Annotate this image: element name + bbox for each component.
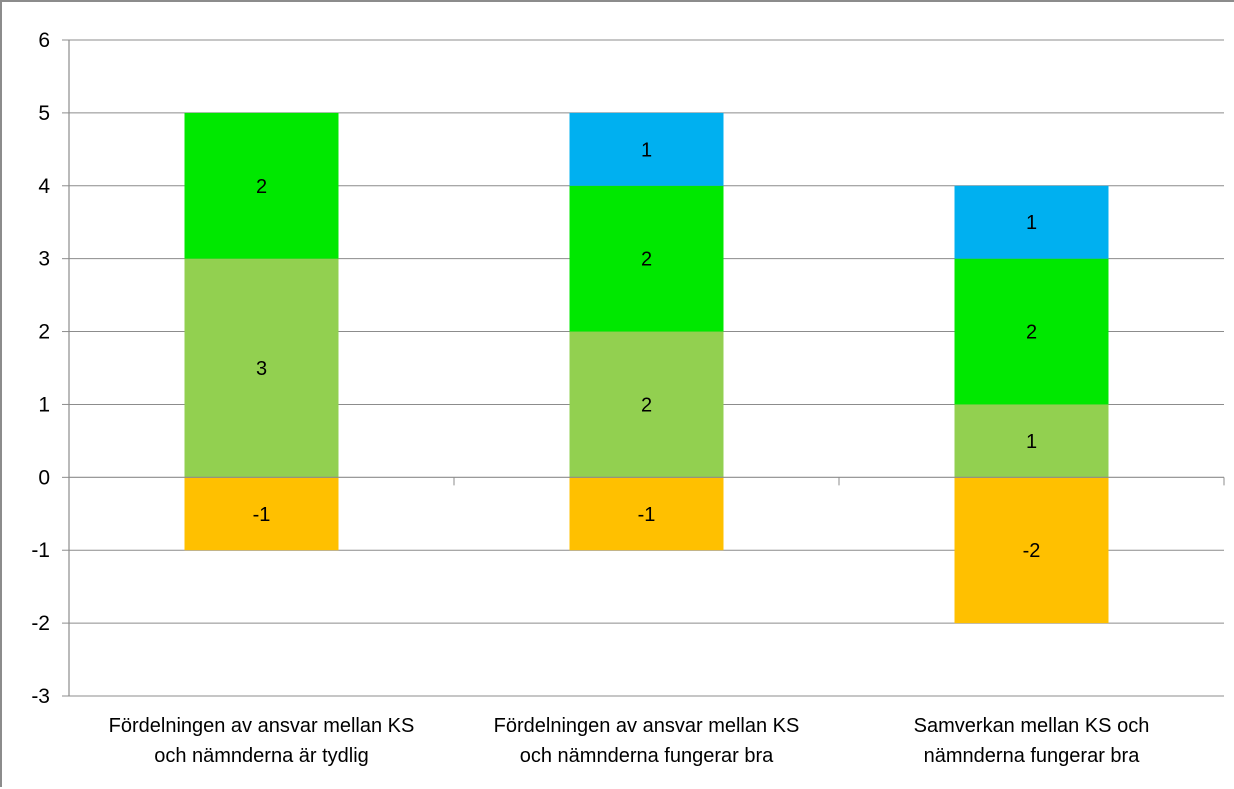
- labels: 6 5 4 3 2 1 0 -1 -2 -3 -1 3 2 Fördelningen av ansvar …: [31, 29, 1149, 767]
- bar-value-label: -1: [638, 504, 656, 526]
- axes: [62, 39, 1225, 697]
- bar-value-label: 3: [256, 358, 267, 380]
- category-label: och nämnderna fungerar bra: [520, 745, 774, 767]
- bar-value-label: 1: [1026, 431, 1037, 453]
- category-label: och nämnderna är tydlig: [154, 745, 369, 767]
- bar-segment-3-2: [954, 404, 1109, 478]
- bar-segment-1-1: [184, 477, 339, 551]
- bars: [184, 112, 1109, 624]
- y-tick-label: 0: [38, 466, 50, 489]
- y-tick-label: 4: [38, 175, 50, 198]
- y-tick-label: 3: [38, 248, 50, 271]
- bar-value-label: 2: [641, 394, 652, 416]
- bar-segment-3-1: [954, 477, 1109, 624]
- category-label: Samverkan mellan KS och: [914, 715, 1150, 737]
- y-tick-label: 2: [38, 321, 50, 344]
- y-tick-label: -3: [31, 685, 50, 708]
- y-tick-label: -2: [31, 612, 50, 635]
- bar-segment-3-3: [954, 258, 1109, 405]
- category-label: nämnderna fungerar bra: [924, 745, 1141, 767]
- bar-value-label: 2: [641, 249, 652, 271]
- bar-value-label: 2: [1026, 322, 1037, 344]
- bar-segment-2-4: [569, 112, 724, 186]
- bar-value-label: -2: [1023, 540, 1041, 562]
- category-label: Fördelningen av ansvar mellan KS: [109, 715, 415, 737]
- bar-segment-2-3: [569, 185, 724, 332]
- bar-value-label: 1: [1026, 212, 1037, 234]
- y-tick-label: 5: [38, 102, 50, 125]
- category-label: Fördelningen av ansvar mellan KS: [494, 715, 800, 737]
- bar-segment-1-3: [184, 112, 339, 259]
- y-tick-label: 6: [38, 29, 50, 52]
- y-tick-label: -1: [31, 539, 50, 562]
- bar-value-label: -1: [253, 504, 271, 526]
- bar-segment-2-1: [569, 477, 724, 551]
- bar-value-label: 2: [256, 176, 267, 198]
- bar-segment-3-4: [954, 185, 1109, 259]
- bar-segment-2-2: [569, 331, 724, 478]
- bar-value-label: 1: [641, 139, 652, 161]
- bar-segment-1-2: [184, 258, 339, 478]
- y-tick-label: 1: [38, 393, 50, 416]
